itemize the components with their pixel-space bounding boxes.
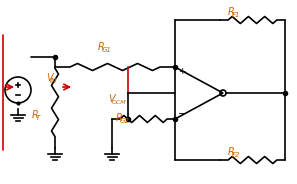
Text: R: R [32,110,39,120]
Text: F1: F1 [232,12,240,18]
Text: +: + [178,68,186,77]
Text: IN: IN [50,78,57,84]
Text: F2: F2 [232,152,240,158]
Text: R: R [228,7,235,17]
Text: V: V [46,73,53,83]
Text: OCM: OCM [112,100,127,105]
Text: V: V [108,94,115,104]
Text: G1: G1 [102,47,112,53]
Text: G2: G2 [120,118,130,124]
Text: T: T [36,115,40,121]
Text: R: R [98,42,105,52]
Text: −: − [178,109,186,119]
Text: R: R [116,113,123,123]
Text: R: R [228,147,235,157]
